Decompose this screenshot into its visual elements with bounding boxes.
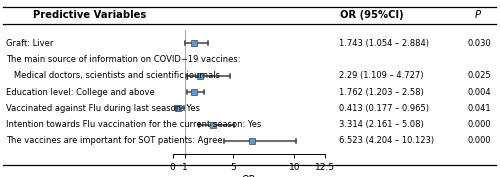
Text: 0.004: 0.004 [468,88,491,96]
X-axis label: OR: OR [242,175,256,177]
Text: 1.743 (1.054 – 2.884): 1.743 (1.054 – 2.884) [339,39,429,48]
Text: Graft: Liver: Graft: Liver [6,39,54,48]
Text: 3.314 (2.161 – 5.08): 3.314 (2.161 – 5.08) [339,120,424,129]
Text: 0.000: 0.000 [468,136,491,145]
Text: 2.29 (1.109 – 4.727): 2.29 (1.109 – 4.727) [339,71,423,80]
Text: 0.000: 0.000 [468,120,491,129]
Text: 0.030: 0.030 [468,39,491,48]
Text: 6.523 (4.204 – 10.123): 6.523 (4.204 – 10.123) [339,136,434,145]
Text: The main source of information on COVID−19 vaccines:: The main source of information on COVID−… [6,55,240,64]
Text: The vaccines are important for SOT patients: Agree: The vaccines are important for SOT patie… [6,136,222,145]
Text: 1.762 (1.203 – 2.58): 1.762 (1.203 – 2.58) [339,88,424,96]
Text: Medical doctors, scientists and scientific journals: Medical doctors, scientists and scientif… [6,71,220,80]
Text: Predictive Variables: Predictive Variables [32,10,146,20]
Text: 0.025: 0.025 [468,71,491,80]
Text: 0.041: 0.041 [468,104,491,113]
Text: Vaccinated against Flu during last season: Yes: Vaccinated against Flu during last seaso… [6,104,200,113]
Text: OR (95%CI): OR (95%CI) [340,10,404,20]
Text: 0.413 (0.177 – 0.965): 0.413 (0.177 – 0.965) [339,104,429,113]
Text: Education level: College and above: Education level: College and above [6,88,155,96]
Text: Intention towards Flu vaccination for the current season: Yes: Intention towards Flu vaccination for th… [6,120,262,129]
Text: P: P [474,10,480,20]
